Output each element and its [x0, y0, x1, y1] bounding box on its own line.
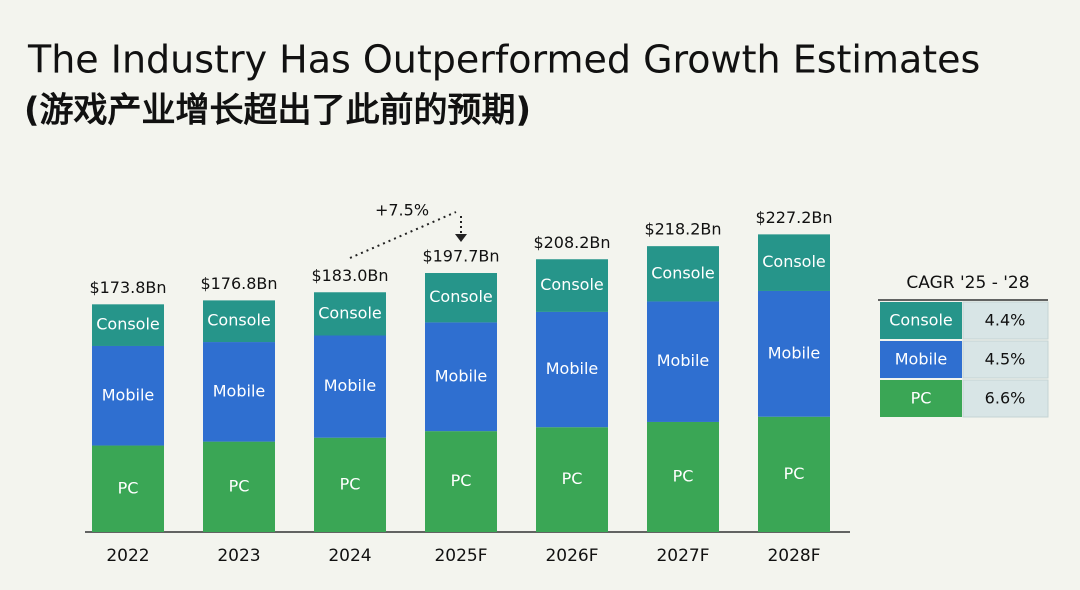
table-name: Mobile: [895, 350, 947, 369]
table-value-cell: [962, 301, 1049, 340]
table-value: 4.5%: [985, 350, 1026, 369]
segment-label: Mobile: [768, 343, 820, 362]
bar-segment: [647, 301, 719, 422]
bar-segment: [647, 246, 719, 302]
bar-segment: [536, 259, 608, 312]
segment-label: PC: [562, 469, 583, 488]
segment-label: Mobile: [324, 376, 376, 395]
segment-label: Mobile: [102, 385, 154, 404]
segment-label: Console: [207, 311, 271, 330]
table-name-cell: [880, 302, 962, 339]
bar-segment: [425, 431, 497, 532]
bar-segment: [314, 292, 386, 336]
arrow-head: [455, 234, 467, 242]
total-label: $227.2Bn: [755, 208, 832, 227]
segment-label: Console: [96, 315, 160, 334]
bar-segment: [203, 300, 275, 343]
table-value: 6.6%: [985, 389, 1026, 408]
bar-segment: [536, 311, 608, 428]
segment-label: Mobile: [213, 381, 265, 400]
segment-label: Console: [429, 287, 493, 306]
total-label: $183.0Bn: [311, 266, 388, 285]
bar-segment: [647, 421, 719, 532]
bar-segment: [203, 342, 275, 442]
x-tick-label: 2027F: [656, 546, 709, 566]
segment-label: Mobile: [435, 366, 487, 385]
segment-label: Mobile: [657, 351, 709, 370]
table-value-cell: [962, 340, 1049, 379]
x-tick-label: 2023: [217, 546, 260, 566]
bar-segment: [92, 345, 164, 446]
bar-segment: [314, 335, 386, 438]
segment-label: PC: [784, 464, 805, 483]
bar-segment: [758, 234, 830, 291]
table-value-cell: [962, 379, 1049, 418]
table-title: CAGR '25 - '28: [906, 273, 1029, 293]
table-name-cell: [880, 341, 962, 378]
table-name-cell: [880, 380, 962, 417]
segment-label: Console: [762, 252, 826, 271]
growth-arrow: [349, 211, 457, 259]
x-tick-label: 2026F: [545, 546, 598, 566]
segment-label: Console: [540, 275, 604, 294]
total-label: $197.7Bn: [422, 247, 499, 266]
table-name: Console: [889, 311, 953, 330]
x-tick-label: 2028F: [767, 546, 820, 566]
total-label: $218.2Bn: [644, 220, 721, 239]
chart-title: The Industry Has Outperformed Growth Est…: [27, 38, 980, 82]
segment-label: Console: [318, 303, 382, 322]
bar-segment: [425, 322, 497, 432]
bar-segment: [758, 290, 830, 417]
x-tick-label: 2025F: [434, 546, 487, 566]
segment-label: PC: [451, 471, 472, 490]
total-label: $208.2Bn: [533, 233, 610, 252]
segment-label: Console: [651, 263, 715, 282]
bar-segment: [314, 437, 386, 532]
x-tick-label: 2022: [106, 546, 149, 566]
chart-subtitle: (游戏产业增长超出了此前的预期): [24, 91, 531, 131]
bar-segment: [536, 427, 608, 532]
segment-label: PC: [118, 478, 139, 497]
bar-segment: [203, 441, 275, 532]
segment-label: PC: [340, 474, 361, 493]
segment-label: PC: [673, 466, 694, 485]
table-value: 4.4%: [985, 311, 1026, 330]
annotation: +7.5%: [375, 201, 429, 220]
bar-segment: [425, 273, 497, 323]
table-name: PC: [911, 389, 932, 408]
total-label: $173.8Bn: [89, 278, 166, 297]
segment-label: PC: [229, 476, 250, 495]
bar-segment: [92, 445, 164, 532]
bar-segment: [92, 304, 164, 346]
segment-label: Mobile: [546, 359, 598, 378]
x-tick-label: 2024: [328, 546, 371, 566]
bar-segment: [758, 416, 830, 532]
total-label: $176.8Bn: [200, 274, 277, 293]
